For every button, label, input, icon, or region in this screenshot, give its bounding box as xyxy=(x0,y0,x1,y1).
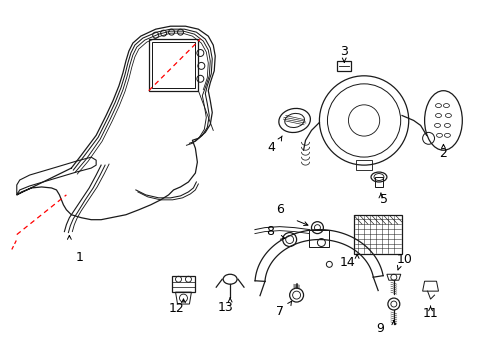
Text: 11: 11 xyxy=(423,307,439,320)
Text: 2: 2 xyxy=(440,147,447,160)
Text: 7: 7 xyxy=(276,306,284,319)
Text: 8: 8 xyxy=(266,225,274,238)
Text: 12: 12 xyxy=(169,302,184,315)
Text: 5: 5 xyxy=(380,193,388,206)
Text: 6: 6 xyxy=(276,203,284,216)
Text: 3: 3 xyxy=(340,45,348,58)
Text: 13: 13 xyxy=(217,301,233,314)
Text: 10: 10 xyxy=(397,253,413,266)
Text: 14: 14 xyxy=(340,256,355,269)
Text: 1: 1 xyxy=(75,251,83,264)
Text: 4: 4 xyxy=(268,141,276,154)
Text: 9: 9 xyxy=(376,322,384,336)
